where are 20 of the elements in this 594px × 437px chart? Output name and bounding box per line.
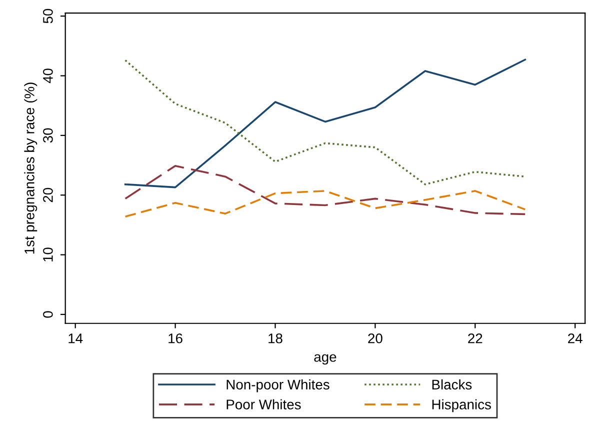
x-tick-label: 20 (368, 333, 382, 344)
x-tick-label: 18 (268, 333, 282, 344)
y-axis-title: 1st pregnancies by race (%) (24, 82, 38, 254)
y-tick-label: 0 (43, 311, 53, 318)
legend-label: Hispanics (432, 399, 491, 412)
y-tick-label: 30 (43, 128, 53, 143)
legend-label: Blacks (432, 379, 472, 390)
legend-label: Poor Whites (226, 399, 301, 410)
line-series (124, 164, 526, 216)
y-tick-label: 10 (43, 248, 53, 262)
x-tick-label: 24 (568, 333, 582, 344)
x-tick-label: 22 (468, 333, 482, 344)
legend-label: Non-poor Whites (226, 379, 330, 392)
y-tick-label: 20 (43, 188, 53, 202)
x-tick-label: 16 (168, 333, 182, 344)
x-axis-title: age (314, 354, 336, 365)
y-tick-label: 40 (43, 68, 53, 84)
line-series (124, 190, 526, 218)
x-tick-label: 14 (68, 334, 83, 344)
y-tick-label: 50 (43, 8, 53, 24)
